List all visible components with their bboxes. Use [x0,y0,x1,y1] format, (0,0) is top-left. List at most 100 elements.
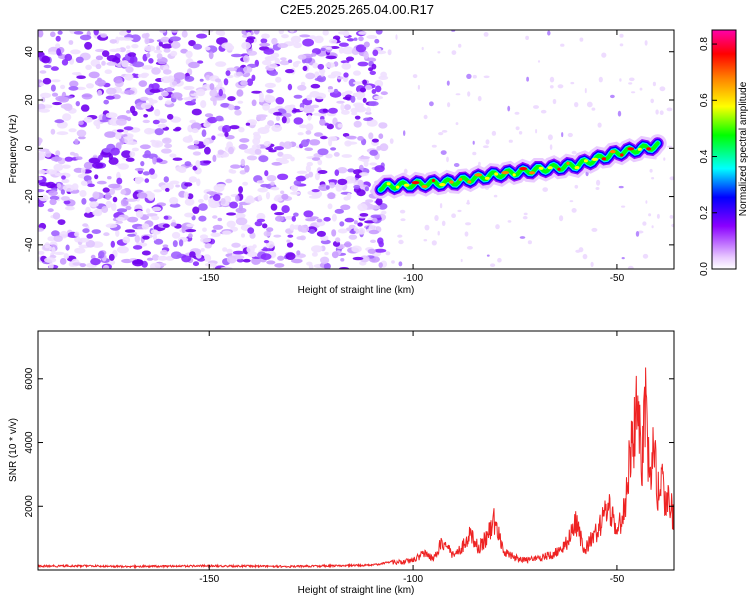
noise-blob [141,223,150,230]
noise-blob [47,51,59,55]
noise-blob [260,183,270,188]
noise-blob [327,74,337,79]
noise-blob [238,143,248,150]
noise-blob [222,247,228,252]
noise-blob [74,231,80,237]
noise-blob [290,35,302,44]
y-tick-label: 0 [24,145,35,151]
noise-blob [355,91,366,99]
noise-blob [358,156,371,160]
noise-blob [200,248,205,252]
noise-blob [238,127,245,133]
noise-blob [116,177,123,185]
colorbar-label: Normalized spectral amplitude [738,81,749,216]
noise-blob [160,36,171,43]
noise-blob [198,198,204,203]
noise-blob [215,61,227,67]
noise-blob [533,105,539,109]
noise-blob [298,124,308,129]
noise-blob [308,264,314,269]
noise-blob [363,160,369,167]
noise-blob [327,203,333,210]
noise-blob [210,203,221,208]
noise-blob [343,62,350,69]
noise-blob [669,215,674,219]
noise-blob [260,38,268,44]
noise-blob [651,177,655,180]
noise-blob [115,48,122,52]
noise-blob [304,147,314,151]
noise-blob [38,151,46,159]
noise-blob [339,221,345,227]
noise-blob [73,31,84,35]
noise-blob [156,53,163,60]
noise-blob [399,209,406,214]
noise-blob [212,224,224,230]
noise-blob [97,89,103,97]
noise-blob [375,197,383,206]
noise-blob [322,30,329,36]
noise-blob [357,203,368,212]
noise-blob [111,203,117,211]
noise-blob [438,132,444,136]
noise-blob [571,150,577,155]
noise-blob [69,80,79,88]
noise-blob [209,83,215,91]
noise-blob [60,84,66,90]
noise-blob [334,208,344,214]
noise-blob [38,194,49,202]
noise-blob [235,195,240,202]
noise-blob [366,119,378,127]
noise-blob [56,131,69,136]
signal-peak [583,159,588,163]
noise-blob [341,109,350,115]
noise-blob [127,216,139,223]
noise-blob [346,141,358,145]
y-tick-label: -20 [24,189,35,204]
noise-blob [188,233,193,239]
noise-blob [254,148,262,155]
noise-blob [102,147,113,153]
noise-blob [595,187,600,190]
noise-blob [446,156,449,163]
noise-blob [125,157,135,162]
noise-blob [193,140,200,145]
noise-blob [223,195,232,203]
noise-blob [483,32,489,37]
noise-blob [270,186,280,191]
noise-blob [268,70,278,76]
noise-blob [366,35,378,39]
noise-blob [343,196,350,201]
noise-blob [204,46,211,51]
noise-blob [341,154,353,158]
noise-blob [246,36,256,40]
noise-blob [619,43,624,47]
noise-blob [351,245,362,253]
noise-blob [218,88,223,97]
noise-blob [149,88,161,94]
noise-blob [181,254,192,263]
noise-blob [327,86,333,90]
noise-blob [398,239,404,245]
noise-blob [472,151,477,156]
noise-blob [241,41,252,50]
noise-blob [230,53,243,58]
snr-panel: -150 -100 -50 2000 4000 6000 Height of strai… [8,330,675,596]
signal-peak [609,150,616,154]
noise-blob [135,210,144,218]
noise-blob [293,180,302,186]
noise-blob [483,75,490,79]
noise-blob [90,258,101,266]
noise-blob [169,197,179,205]
noise-blob [666,107,673,112]
noise-blob [142,171,151,176]
signal-peak [512,173,516,177]
noise-blob [244,148,255,154]
noise-blob [195,160,201,168]
noise-blob [256,218,266,223]
noise-blob [171,231,181,239]
noise-blob [350,95,356,103]
noise-blob [95,55,103,61]
noise-blob [115,118,127,126]
noise-blob [371,138,379,143]
